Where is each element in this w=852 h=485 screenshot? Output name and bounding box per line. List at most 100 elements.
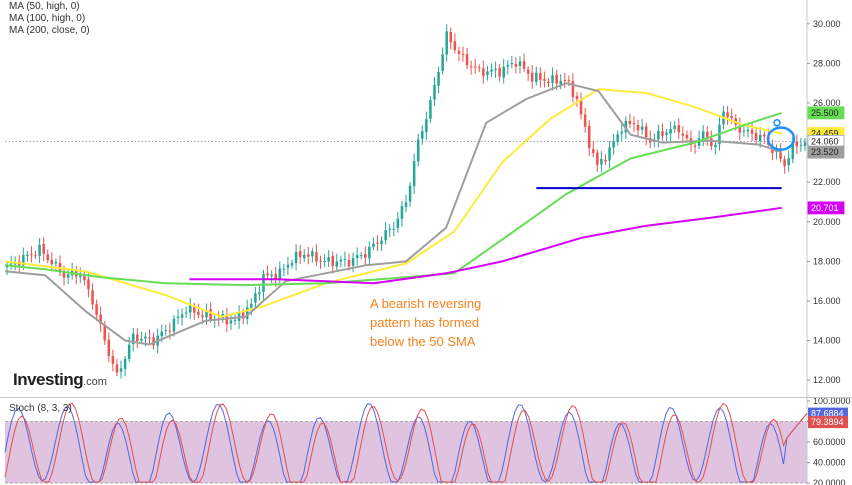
candle-body: [449, 31, 453, 43]
ma50-line: [4, 88, 782, 318]
candle-body: [657, 130, 660, 140]
candle-body: [530, 72, 534, 82]
investing-logo: Investing.com: [13, 370, 107, 390]
candle-body: [380, 240, 383, 245]
candle-body: [518, 61, 522, 67]
candle-body: [270, 274, 273, 277]
candle-body: [502, 66, 505, 78]
candle-body: [620, 131, 624, 134]
candle-body: [661, 131, 664, 136]
candle-body: [225, 315, 229, 325]
candle-body: [640, 126, 644, 130]
candle-body: [286, 264, 290, 268]
candle-body: [579, 99, 583, 115]
candle-body: [677, 125, 681, 133]
ma100-label: 23.520: [807, 145, 845, 159]
candle-body: [555, 74, 558, 84]
candle-body: [506, 64, 510, 67]
ma200-label-bg: [807, 106, 845, 120]
ma100-label-text: 23.520: [811, 147, 839, 157]
candle-body: [119, 368, 123, 372]
candle-body: [742, 130, 746, 132]
candle-body: [616, 134, 619, 142]
candle-body: [254, 293, 257, 303]
candle-body: [608, 147, 611, 161]
stoch-tick-label: 60.0000: [813, 437, 846, 447]
candle-body: [339, 259, 343, 262]
stoch-value-bg: [808, 416, 848, 429]
candle-body: [710, 138, 713, 147]
candle-body: [388, 228, 391, 230]
sma-label-text: 20.701: [811, 203, 839, 213]
candle-body: [115, 364, 119, 373]
stoch-tick-label: 20.0000: [813, 478, 846, 485]
ma100-line: [4, 82, 783, 346]
candle-body: [392, 228, 396, 230]
candle-body: [294, 251, 298, 264]
candle-body: [693, 145, 697, 147]
candle-body: [547, 81, 550, 84]
candle-body: [22, 254, 25, 266]
stoch-chart[interactable]: 100.000080.000060.000040.000020.000087.6…: [0, 398, 852, 485]
candle-body: [673, 125, 676, 129]
candle-body: [144, 336, 147, 339]
alert-icon: [773, 119, 781, 127]
candle-body: [445, 31, 448, 55]
last-price-label: 24.060: [807, 134, 845, 148]
candle-body: [26, 255, 29, 257]
y-tick-label: 14.000: [813, 336, 841, 346]
candle-body: [241, 311, 245, 319]
candle-body: [79, 275, 82, 278]
candle-body: [103, 324, 107, 341]
stoch-value-1: 79.3894: [808, 416, 848, 429]
candle-body: [457, 50, 461, 54]
stoch-k-line: [4, 403, 808, 483]
candle-body: [323, 261, 326, 263]
candle-body: [441, 54, 444, 72]
stoch-title: Stoch (8, 3, 3): [9, 403, 72, 414]
y-tick-label: 26.000: [813, 98, 841, 108]
candle-body: [136, 334, 139, 342]
candle-body: [779, 150, 782, 159]
stoch-value-text: 87.6884: [811, 409, 844, 419]
candle-body: [783, 159, 786, 167]
candle-body: [644, 126, 648, 138]
candle-body: [347, 259, 351, 267]
candle-body: [193, 306, 196, 313]
candle-body: [384, 229, 387, 241]
candle-body: [38, 244, 41, 256]
candle-body: [140, 338, 143, 341]
candle-body: [319, 260, 322, 262]
candle-body: [416, 139, 420, 162]
candle-body: [396, 218, 400, 228]
price-chart[interactable]: 30.00028.00026.00024.00022.00020.00018.0…: [0, 0, 852, 398]
price-axis-area: [807, 0, 852, 398]
ma200-label: 25.500: [807, 106, 845, 120]
candle-body: [107, 339, 111, 356]
candle-body: [50, 260, 54, 265]
candle-body: [364, 254, 367, 258]
candle-body: [54, 261, 58, 264]
candle-body: [95, 304, 98, 316]
stoch-tick-label: 100.0000: [813, 398, 851, 406]
candle-body: [307, 254, 310, 257]
candle-body: [596, 152, 599, 166]
candle-body: [421, 131, 424, 139]
candle-body: [376, 242, 379, 244]
candle-body: [730, 116, 733, 119]
candle-body: [168, 330, 172, 332]
candle-body: [750, 129, 754, 134]
y-tick-label: 22.000: [813, 177, 841, 187]
candle-body: [799, 144, 803, 146]
ma200-line: [189, 206, 782, 285]
candle-body: [433, 84, 436, 100]
y-tick-label: 20.000: [813, 217, 841, 227]
annotation-line-3: below the 50 SMA: [370, 334, 476, 349]
candle-body: [685, 134, 689, 139]
sma-label-bg: [807, 201, 845, 215]
candle-body: [669, 129, 672, 134]
candle-body: [563, 80, 567, 82]
candle-body: [197, 311, 200, 315]
candle-body: [172, 318, 176, 332]
candle-body: [355, 255, 359, 258]
